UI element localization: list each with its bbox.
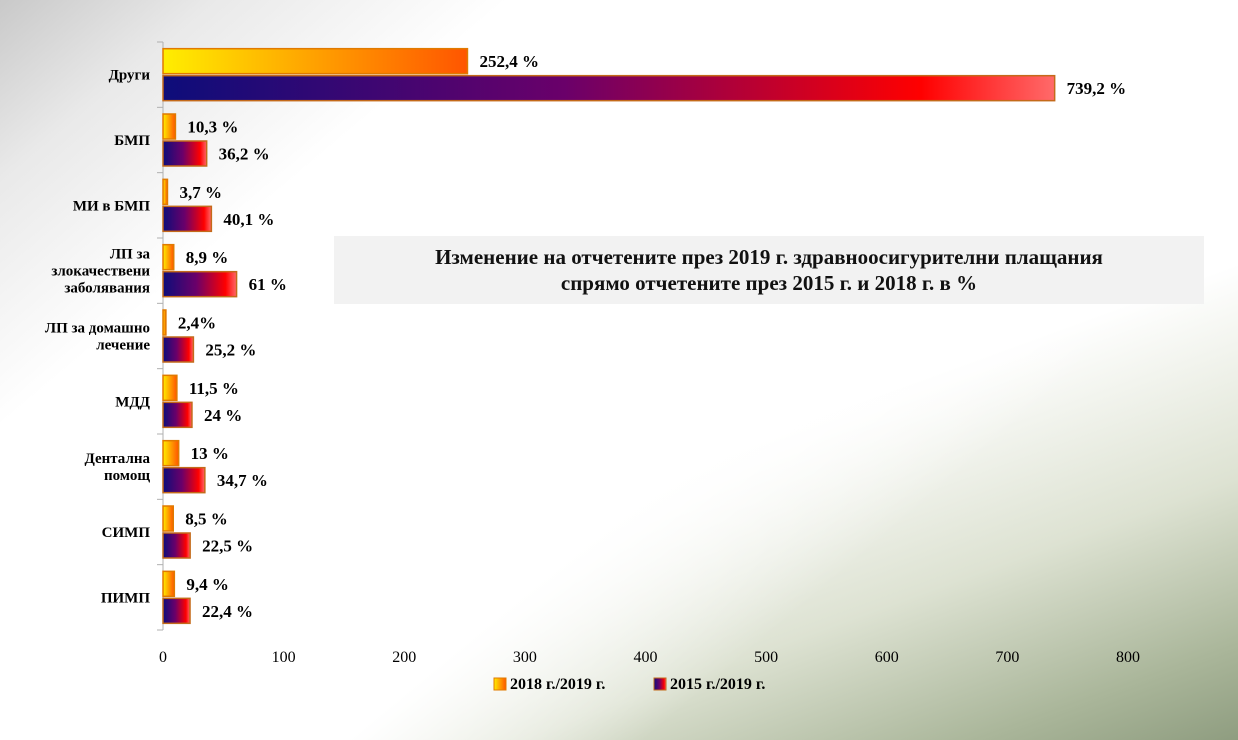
data-label: 8,9 %: [186, 248, 229, 267]
data-label: 252,4 %: [479, 52, 539, 71]
data-label: 10,3 %: [187, 118, 238, 137]
data-label: 34,7 %: [217, 471, 268, 490]
category-label: СИМП: [102, 525, 151, 541]
x-tick-label: 300: [513, 649, 537, 666]
data-label: 9,4 %: [186, 575, 229, 594]
category-label: злокачествени: [51, 264, 150, 280]
bar-2018-2019: [162, 47, 469, 75]
category-label: МИ в БМП: [73, 198, 151, 214]
category-label: заболявания: [64, 281, 150, 297]
bar-2015-2019: [162, 401, 193, 429]
bar-2015-2019: [162, 140, 208, 167]
x-tick-label: 700: [995, 649, 1019, 666]
data-label: 739,2 %: [1067, 79, 1127, 98]
category-label: Дентална: [84, 451, 150, 467]
category-label: ПИМП: [101, 590, 150, 606]
x-tick-label: 600: [875, 649, 899, 666]
category-label: Други: [109, 68, 151, 84]
x-tick-label: 400: [634, 649, 658, 666]
data-label: 2,4%: [178, 314, 216, 333]
bar-2015-2019: [162, 466, 206, 494]
x-tick-label: 500: [754, 649, 778, 666]
bar-2018-2019: [162, 439, 180, 467]
bar-2015-2019: [162, 597, 191, 625]
bar-2015-2019: [162, 336, 195, 363]
category-label: лечение: [96, 338, 150, 354]
x-tick-label: 200: [392, 649, 416, 666]
x-tick-label: 0: [159, 649, 167, 666]
chart-title-line-2: спрямо отчетените през 2015 г. и 2018 г.…: [560, 271, 978, 295]
chart-title-line-1: Изменение на отчетените през 2019 г. здр…: [435, 245, 1103, 269]
category-label: БМП: [114, 133, 150, 149]
bar-2018-2019: [162, 243, 175, 271]
data-label: 11,5 %: [189, 379, 239, 398]
category-label: помощ: [104, 468, 150, 484]
bar-2015-2019: [162, 74, 1056, 102]
legend-item: 2015 г./2019 г.: [653, 676, 765, 693]
legend-label: 2015 г./2019 г.: [670, 676, 765, 693]
data-label: 25,2 %: [205, 341, 256, 360]
legend-label: 2018 г./2019 г.: [510, 676, 605, 693]
data-label: 8,5 %: [185, 510, 228, 529]
data-label: 61 %: [249, 275, 287, 294]
bar-2018-2019: [162, 570, 176, 598]
data-label: 22,5 %: [202, 537, 253, 556]
legend-item: 2018 г./2019 г.: [493, 676, 605, 693]
category-label: ЛП за домашно: [45, 321, 150, 337]
data-label: 24 %: [204, 406, 242, 425]
data-label: 40,1 %: [223, 210, 274, 229]
bar-2018-2019: [162, 113, 177, 140]
data-label: 36,2 %: [219, 145, 270, 164]
bar-2015-2019: [162, 270, 238, 298]
legend-swatch: [493, 677, 507, 691]
data-label: 13 %: [191, 444, 229, 463]
bar-2018-2019: [162, 374, 178, 402]
bar-2018-2019: [162, 505, 175, 532]
data-label: 22,4 %: [202, 602, 253, 621]
category-label: МДД: [115, 394, 150, 410]
category-label: ЛП за: [110, 247, 151, 263]
chart-title: Изменение на отчетените през 2019 г. здр…: [334, 236, 1204, 304]
bar-2018-2019: [162, 309, 167, 336]
data-label: 3,7 %: [179, 183, 222, 202]
bar-2018-2019: [162, 178, 169, 206]
bar-2015-2019: [162, 205, 213, 233]
bar-2015-2019: [162, 532, 191, 559]
x-tick-label: 100: [272, 649, 296, 666]
legend-swatch: [653, 677, 667, 691]
x-tick-label: 800: [1116, 649, 1140, 666]
